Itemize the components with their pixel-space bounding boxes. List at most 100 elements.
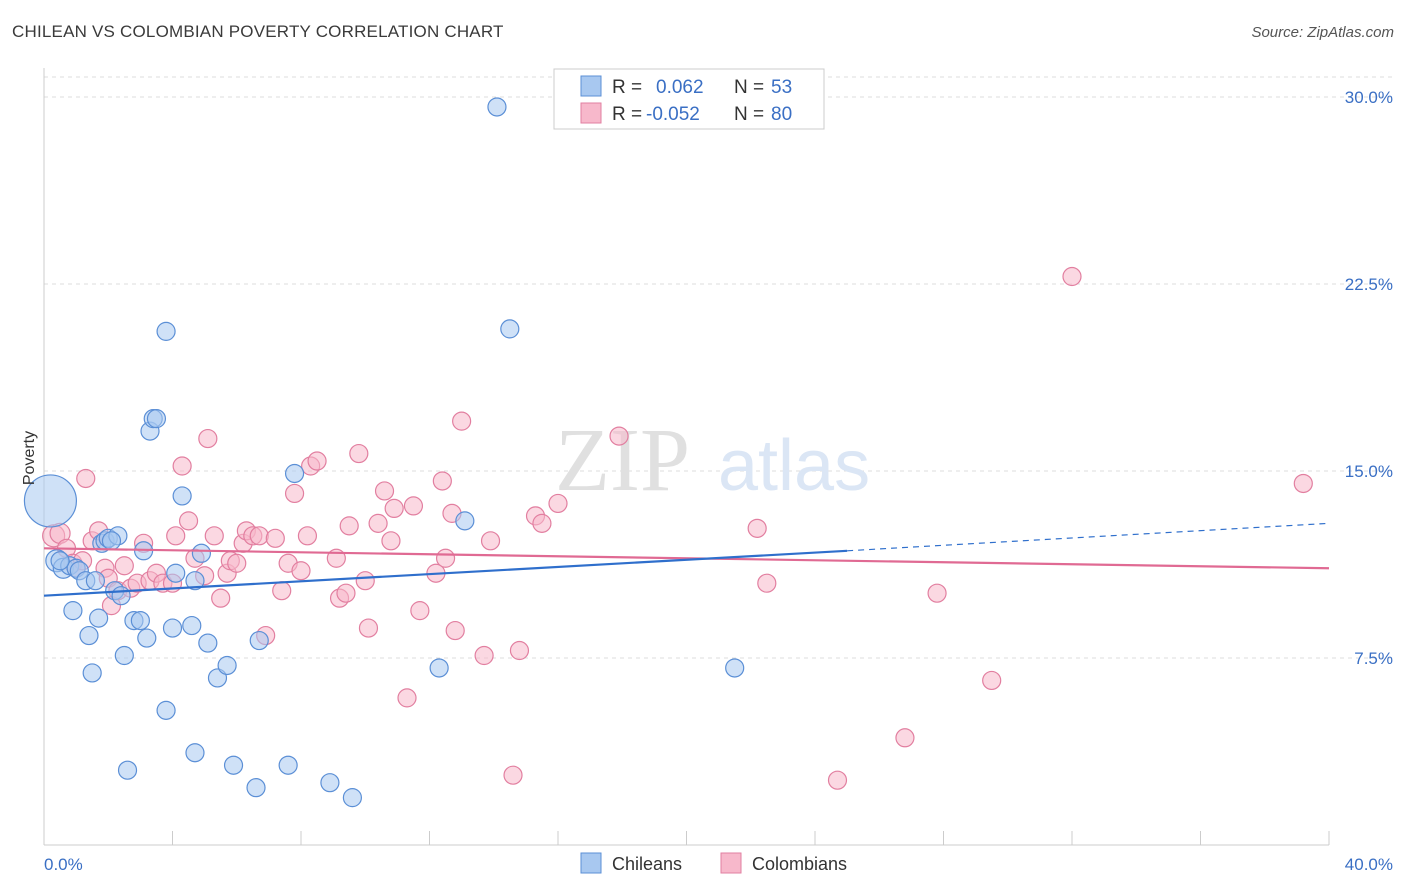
chileans-point	[725, 658, 745, 678]
chileans-point	[185, 571, 205, 591]
colombians-point	[532, 513, 552, 533]
chileans-point	[217, 655, 237, 676]
chileans-point	[278, 755, 298, 775]
legend-r-value-colombians: -0.052	[646, 104, 700, 125]
chileans-point	[198, 633, 218, 653]
colombians-point	[76, 468, 96, 489]
chileans-point	[249, 630, 269, 651]
grid-lines	[44, 76, 1393, 659]
chileans-point	[455, 511, 475, 531]
chart-title: CHILEAN VS COLOMBIAN POVERTY CORRELATION…	[12, 22, 504, 41]
chileans-point	[487, 97, 507, 117]
colombians-point	[827, 770, 848, 790]
legend-r-label-colombians: R =	[612, 104, 642, 125]
colombians-point	[358, 618, 379, 638]
colombians-point	[374, 481, 395, 501]
chileans-point	[79, 625, 99, 646]
colombians-point	[355, 571, 375, 591]
chileans-point	[89, 608, 109, 628]
chileans-point	[246, 778, 266, 798]
chileans-point	[156, 700, 176, 720]
colombians-point	[474, 645, 494, 666]
colombians-point	[747, 518, 767, 538]
colombians-point	[1062, 266, 1082, 287]
colombians-point	[757, 573, 777, 593]
watermark-zip: ZIP	[555, 411, 690, 510]
colombians-point	[368, 513, 388, 533]
correlation-legend: R = 0.062 N = 53 R = -0.052 N = 80	[553, 68, 825, 130]
y-axis-title: Poverty	[21, 431, 38, 485]
colombians-point	[204, 526, 224, 546]
series-legend: Chileans Colombians	[580, 852, 847, 874]
chileans-point	[156, 321, 176, 341]
chileans-points	[23, 97, 745, 808]
colombians-point	[480, 531, 501, 551]
colombians-point	[265, 528, 285, 548]
chileans-point	[182, 615, 202, 636]
x-tick-label-min: 0.0%	[44, 855, 83, 874]
legend-r-label-chileans: R =	[612, 77, 642, 98]
chileans-point	[162, 618, 183, 638]
colombians-point	[397, 688, 417, 708]
legend-r-value-chileans: 0.062	[656, 77, 704, 98]
colombians-point	[548, 493, 568, 514]
y-tick-labels: 7.5% 15.0% 22.5% 30.0%	[1345, 88, 1393, 668]
colombians-point	[349, 443, 369, 464]
colombians-point	[982, 670, 1002, 691]
colombians-point	[503, 765, 523, 785]
colombians-point	[1293, 473, 1313, 494]
chileans-point	[82, 663, 102, 683]
chileans-point	[137, 628, 157, 648]
colombians-point	[178, 511, 199, 531]
series-legend-swatch-colombians	[720, 852, 742, 874]
chileans-point	[172, 486, 192, 506]
series-legend-label-colombians: Colombians	[752, 854, 847, 874]
colombians-point	[403, 496, 424, 516]
axes	[43, 68, 1330, 846]
legend-swatch-chileans	[580, 75, 602, 97]
colombians-point	[339, 516, 359, 536]
x-tick-label-max: 40.0%	[1345, 855, 1393, 874]
chileans-point	[342, 788, 362, 808]
chileans-point	[111, 586, 131, 606]
chileans-point	[114, 645, 134, 666]
colombians-points	[42, 266, 1313, 790]
chileans-trend-line	[43, 549, 848, 597]
chileans-point	[166, 563, 186, 583]
chileans-point	[191, 543, 212, 563]
colombians-point	[435, 548, 456, 568]
chileans-point	[50, 551, 70, 571]
chileans-point	[85, 571, 106, 591]
source-credit: Source: ZipAtlas.com	[1251, 24, 1394, 41]
chileans-point	[63, 601, 83, 621]
colombians-point	[895, 728, 915, 748]
colombians-point	[297, 526, 318, 546]
chileans-point	[320, 773, 340, 793]
chileans-point	[185, 743, 205, 763]
colombians-point	[432, 471, 452, 491]
colombians-point	[509, 640, 530, 661]
legend-n-label-chileans: N =	[734, 77, 764, 98]
colombians-point	[410, 601, 430, 621]
chileans-trend-extension	[847, 522, 1330, 552]
colombians-point	[211, 588, 231, 608]
colombians-point	[291, 561, 311, 581]
colombians-point	[445, 620, 465, 641]
legend-n-value-chileans: 53	[771, 77, 792, 98]
colombians-trend-line	[43, 547, 1330, 570]
colombians-point	[172, 456, 192, 476]
colombians-point	[272, 581, 292, 601]
colombians-point	[284, 483, 305, 504]
y-tick-label: 22.5%	[1345, 275, 1393, 294]
chileans-point	[23, 474, 78, 528]
y-tick-label: 7.5%	[1354, 649, 1393, 668]
colombians-point	[452, 411, 472, 431]
colombians-point	[307, 451, 327, 471]
chileans-point	[223, 755, 244, 775]
chileans-point	[146, 409, 167, 429]
colombians-point	[166, 526, 186, 546]
colombians-point	[336, 583, 356, 603]
colombians-point	[609, 426, 629, 446]
legend-swatch-colombians	[580, 102, 602, 124]
